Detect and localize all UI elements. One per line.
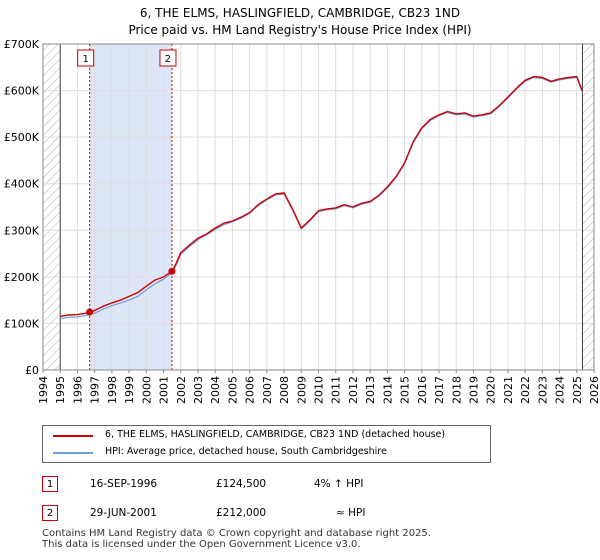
x-tick-label: 2005 (226, 376, 239, 404)
sale-badge: 2 (42, 505, 58, 521)
x-tick-label: 2001 (158, 376, 171, 404)
x-tick-label: 2019 (467, 376, 480, 404)
footer-license: This data is licensed under the Open Gov… (42, 539, 361, 550)
x-tick-label: 1997 (89, 376, 102, 404)
x-tick-label: 2012 (347, 376, 360, 404)
x-tick-label: 2000 (140, 376, 153, 404)
y-tick-label: £600K (4, 85, 40, 98)
sale-label-box (159, 49, 177, 67)
sale-label-box (77, 49, 95, 67)
sale-label-text: 2 (165, 54, 171, 65)
x-tick-label: 2024 (554, 376, 567, 404)
y-tick-label: £300K (4, 224, 40, 237)
x-tick-label: 2016 (416, 376, 429, 404)
x-tick-label: 2011 (330, 376, 343, 404)
y-tick-label: £100K (4, 317, 40, 330)
x-tick-label: 1995 (54, 376, 67, 404)
x-tick-label: 2025 (571, 376, 584, 404)
sale-badge: 1 (42, 476, 58, 492)
x-tick-label: 2008 (278, 376, 291, 404)
chart-legend: 6, THE ELMS, HASLINGFIELD, CAMBRIDGE, CB… (42, 425, 491, 463)
x-tick-label: 2018 (450, 376, 463, 404)
x-tick-label: 2022 (519, 376, 532, 404)
sale-row: 1 16-SEP-1996 £124,500 4% ↑ HPI (42, 474, 582, 496)
x-tick-label: 2002 (175, 376, 188, 404)
no-data-region-end (582, 44, 594, 370)
legend-item-property: 6, THE ELMS, HASLINGFIELD, CAMBRIDGE, CB… (43, 428, 490, 444)
x-tick-label: 2026 (588, 376, 600, 404)
sale-date: 29-JUN-2001 (90, 507, 157, 519)
chart-title: 6, THE ELMS, HASLINGFIELD, CAMBRIDGE, CB… (139, 6, 461, 20)
sale-point (86, 308, 94, 316)
x-tick-label: 2013 (364, 376, 377, 404)
series-line-property (60, 75, 584, 318)
y-tick-label: £700K (4, 38, 40, 51)
legend-label-property: 6, THE ELMS, HASLINGFIELD, CAMBRIDGE, CB… (105, 429, 446, 440)
sale-row: 2 29-JUN-2001 £212,000 ≈ HPI (42, 503, 582, 525)
chart-subtitle: Price paid vs. HM Land Registry's House … (128, 23, 472, 37)
sale-period-shade (89, 44, 172, 370)
x-tick-label: 1994 (37, 376, 50, 404)
sale-date: 16-SEP-1996 (90, 478, 158, 490)
x-tick-label: 2009 (295, 376, 308, 404)
price-chart: 1 2 £0 £100K £200K £300K £400K £500K £600K £700K 1… (4, 38, 600, 404)
y-tick-label: £0 (25, 364, 39, 377)
legend-label-hpi: HPI: Average price, detached house, Sout… (105, 446, 387, 457)
sale-label-text: 1 (82, 54, 88, 65)
x-tick-label: 2014 (381, 376, 394, 404)
legend-item-hpi: HPI: Average price, detached house, Sout… (43, 445, 490, 461)
x-tick-label: 1996 (71, 376, 84, 404)
x-tick-label: 2021 (502, 376, 515, 404)
y-tick-label: £400K (4, 178, 40, 191)
x-tick-label: 1998 (106, 376, 119, 404)
sale-price: £212,000 (216, 507, 267, 519)
x-tick-label: 2007 (261, 376, 274, 404)
footer: Contains HM Land Registry data © Crown c… (42, 528, 431, 550)
footer-copyright: Contains HM Land Registry data © Crown c… (42, 528, 431, 539)
x-tick-label: 2006 (244, 376, 257, 404)
sale-point (168, 267, 176, 275)
x-tick-label: 2004 (209, 376, 222, 404)
x-tick-label: 2023 (536, 376, 549, 404)
x-tick-label: 2010 (313, 376, 326, 404)
sale-hpi-relation: 4% ↑ HPI (314, 478, 364, 490)
x-tick-label: 1999 (123, 376, 136, 404)
no-data-region-start (43, 44, 61, 370)
x-tick-label: 2020 (485, 376, 498, 404)
y-tick-label: £200K (4, 271, 40, 284)
x-tick-label: 2003 (192, 376, 205, 404)
sale-price: £124,500 (216, 478, 267, 490)
y-tick-label: £500K (4, 131, 40, 144)
legend-swatch-hpi (53, 452, 93, 454)
sale-hpi-relation: ≈ HPI (336, 507, 366, 519)
x-tick-label: 2017 (433, 376, 446, 404)
legend-swatch-property (53, 435, 93, 437)
x-tick-label: 2015 (399, 376, 412, 404)
